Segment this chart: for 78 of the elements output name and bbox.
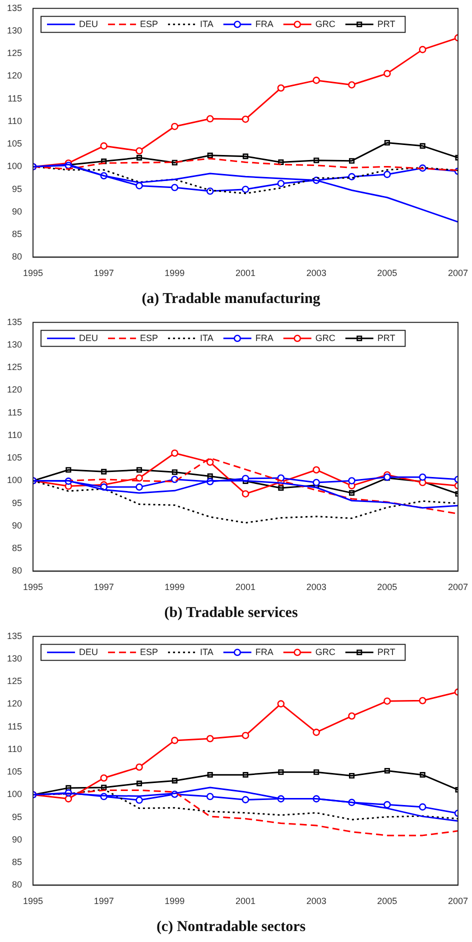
- legend-label: DEU: [79, 332, 98, 343]
- y-tick-label: 135: [6, 316, 22, 327]
- y-tick-label: 100: [6, 475, 22, 486]
- legend-label: FRA: [255, 18, 274, 29]
- y-tick-label: 90: [12, 834, 22, 844]
- x-tick-label: 1997: [94, 268, 114, 278]
- x-tick-label: 2005: [377, 268, 398, 278]
- y-tick-label: 85: [12, 229, 22, 240]
- y-tick-label: 125: [6, 48, 22, 58]
- y-tick-label: 85: [12, 857, 22, 868]
- y-tick-label: 130: [6, 340, 22, 350]
- y-tick-label: 95: [12, 812, 22, 822]
- legend-label: ESP: [140, 332, 158, 343]
- x-tick-label: 2001: [235, 896, 256, 906]
- x-tick-label: 2001: [235, 268, 256, 278]
- x-tick-label: 1995: [23, 582, 44, 592]
- y-tick-label: 90: [12, 206, 22, 216]
- text: (b) Tradable services: [164, 604, 298, 621]
- y-tick-label: 100: [6, 789, 22, 800]
- legend-label: ESP: [140, 18, 158, 29]
- legend-label: DEU: [79, 646, 98, 657]
- y-tick-label: 90: [12, 520, 22, 530]
- x-tick-label: 2003: [306, 268, 326, 278]
- text: (a) Tradable manufacturing: [142, 290, 321, 307]
- x-tick-label: 2007: [448, 896, 468, 906]
- legend-label: ITA: [200, 18, 214, 29]
- y-tick-label: 120: [6, 384, 22, 395]
- legend-label: FRA: [255, 332, 274, 343]
- legend-label: GRC: [315, 646, 336, 657]
- x-tick-label: 1995: [23, 896, 44, 906]
- x-tick-label: 1997: [94, 582, 114, 592]
- x-tick-label: 1997: [94, 896, 114, 906]
- y-tick-label: 125: [6, 676, 22, 686]
- x-tick-label: 1999: [164, 268, 185, 278]
- y-tick-label: 105: [6, 766, 22, 777]
- x-tick-label: 1995: [23, 268, 44, 278]
- y-tick-label: 105: [6, 138, 22, 149]
- y-tick-label: 100: [6, 161, 22, 172]
- x-tick-label: 2005: [377, 896, 398, 906]
- legend-label: FRA: [255, 646, 274, 657]
- y-tick-label: 130: [6, 654, 22, 664]
- legend-label: GRC: [315, 332, 336, 343]
- y-tick-label: 80: [12, 252, 22, 262]
- y-tick-label: 120: [6, 698, 22, 709]
- y-tick-label: 85: [12, 543, 22, 554]
- y-tick-label: 80: [12, 566, 22, 576]
- x-tick-label: 1999: [164, 896, 185, 906]
- y-tick-label: 125: [6, 362, 22, 372]
- legend-label: ITA: [200, 332, 214, 343]
- y-tick-label: 120: [6, 70, 22, 81]
- y-tick-label: 115: [8, 721, 22, 732]
- y-tick-label: 115: [8, 407, 22, 418]
- x-tick-label: 2005: [377, 582, 398, 592]
- x-tick-label: 2003: [306, 582, 326, 592]
- legend-label: ITA: [200, 646, 214, 657]
- y-tick-label: 130: [6, 26, 22, 36]
- y-tick-label: 135: [6, 630, 22, 641]
- y-tick-label: 110: [8, 430, 22, 440]
- x-tick-label: 2003: [306, 896, 326, 906]
- legend-label: PRT: [377, 332, 396, 343]
- y-tick-label: 80: [12, 880, 22, 890]
- legend-label: PRT: [377, 646, 396, 657]
- text: (c) Nontradable sectors: [156, 918, 306, 935]
- legend-label: DEU: [79, 18, 98, 29]
- y-tick-label: 95: [12, 184, 22, 194]
- y-tick-label: 110: [8, 116, 22, 126]
- y-tick-label: 95: [12, 498, 22, 508]
- y-tick-label: 110: [8, 744, 22, 754]
- y-tick-label: 105: [6, 452, 22, 463]
- y-tick-label: 135: [6, 2, 22, 13]
- legend-label: PRT: [377, 18, 396, 29]
- legend-label: GRC: [315, 18, 336, 29]
- x-tick-label: 2001: [235, 582, 256, 592]
- x-tick-label: 2007: [448, 582, 468, 592]
- legend-label: ESP: [140, 646, 158, 657]
- x-tick-label: 1999: [164, 582, 185, 592]
- x-tick-label: 2007: [448, 268, 468, 278]
- y-tick-label: 115: [8, 93, 22, 104]
